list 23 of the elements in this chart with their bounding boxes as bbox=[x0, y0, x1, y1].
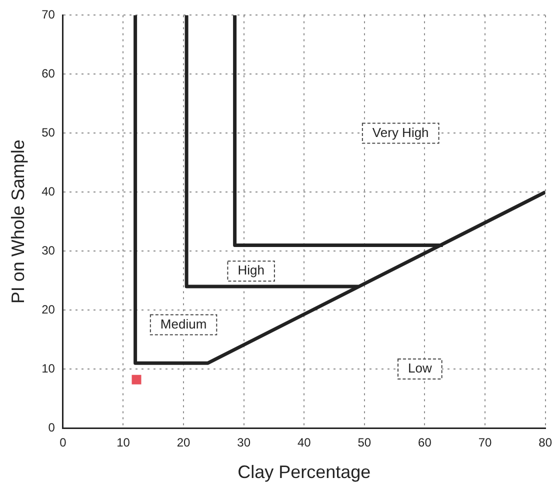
x-tick-label: 60 bbox=[418, 436, 432, 450]
annotation: Very High bbox=[372, 124, 429, 140]
y-tick-label: 70 bbox=[42, 8, 56, 22]
annotation: Low bbox=[408, 360, 432, 376]
x-tick-label: 10 bbox=[116, 436, 130, 450]
y-tick-label: 30 bbox=[42, 243, 56, 258]
y-tick-label: 50 bbox=[42, 125, 56, 140]
y-tick-label: 20 bbox=[42, 302, 56, 316]
x-tick-label: 50 bbox=[358, 436, 372, 450]
x-tick-label: 40 bbox=[297, 436, 312, 450]
x-tick-label: 20 bbox=[176, 436, 191, 450]
x-axis-title: Clay Percentage bbox=[238, 462, 371, 482]
y-tick-label: 40 bbox=[42, 184, 56, 198]
y-tick-label: 10 bbox=[42, 361, 56, 376]
annotation: High bbox=[238, 262, 264, 278]
y-axis-title: PI on Whole Sample bbox=[8, 140, 28, 304]
y-tick-label: 0 bbox=[48, 420, 56, 434]
annotation: Medium bbox=[160, 316, 207, 332]
x-tick-label: 0 bbox=[60, 436, 67, 450]
x-tick-label: 80 bbox=[538, 436, 552, 450]
x-tick-label: 30 bbox=[237, 436, 251, 450]
y-tick-label: 60 bbox=[42, 66, 56, 80]
x-tick-label: 70 bbox=[478, 436, 492, 450]
